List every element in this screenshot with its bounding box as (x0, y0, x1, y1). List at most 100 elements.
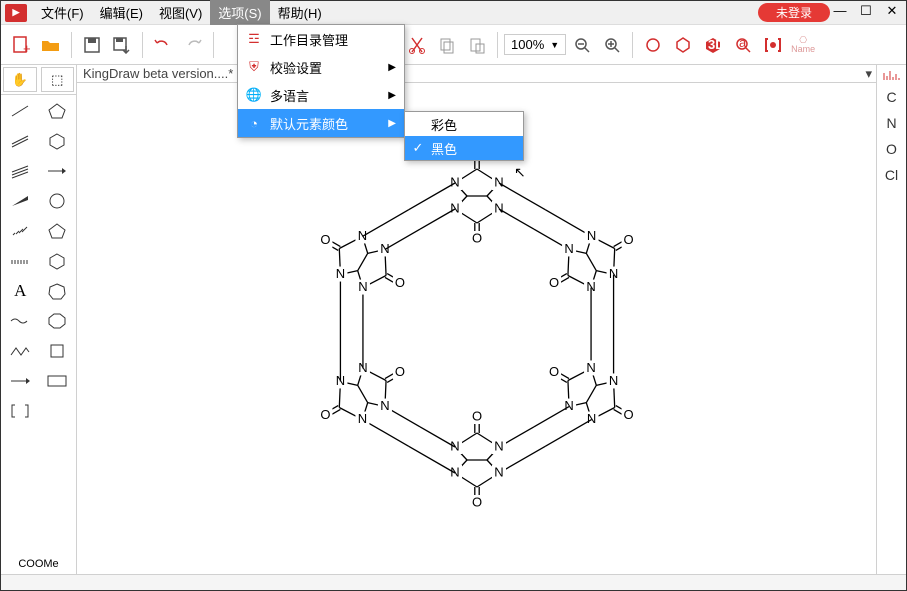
hexagon-tool[interactable] (40, 127, 75, 155)
palette-icon: ◔ (246, 115, 262, 131)
hexagon-tool-2[interactable] (40, 247, 75, 275)
svg-text:N: N (587, 228, 596, 243)
dd-label: 校验设置 (270, 58, 322, 77)
svg-text:N: N (494, 464, 503, 479)
hand-tool[interactable]: ✋ (3, 67, 37, 92)
ring-button[interactable] (639, 31, 667, 59)
molecule-structure: NNNNOONNNNOONNNNOONNNNOONNNNOONNNNOO (207, 113, 727, 573)
svg-text:N: N (358, 279, 367, 294)
template-label[interactable]: COOMe (1, 554, 76, 574)
wave-tool[interactable] (3, 307, 38, 335)
sm-color[interactable]: 彩色 (405, 112, 523, 136)
svg-text:N: N (450, 464, 459, 479)
open-file-button[interactable] (37, 31, 65, 59)
octagon-tool[interactable] (40, 307, 75, 335)
svg-text:+: + (23, 41, 31, 55)
dd-default-color[interactable]: ◔ 默认元素颜色 ▶ (238, 109, 404, 137)
hatched-bond-tool[interactable] (3, 247, 38, 275)
wedge-tool[interactable] (3, 187, 38, 215)
zoom-select[interactable]: 100% ▼ (504, 34, 566, 55)
double-line-tool[interactable] (3, 127, 38, 155)
menu-edit[interactable]: 编辑(E) (92, 0, 151, 25)
menu-file[interactable]: 文件(F) (33, 0, 92, 25)
save-as-button[interactable] (108, 31, 136, 59)
cut-button[interactable] (403, 31, 431, 59)
menubar: ▶ 文件(F) 编辑(E) 视图(V) 选项(S) 帮助(H) 未登录 — ☐ … (1, 1, 906, 25)
color-submenu: 彩色 ✓ 黑色 (404, 111, 524, 161)
text-tool[interactable]: A (3, 277, 38, 305)
pentagon-tool-2[interactable] (40, 217, 75, 245)
circle-tool[interactable] (40, 187, 75, 215)
submenu-arrow-icon: ▶ (388, 118, 396, 129)
hex-button[interactable] (669, 31, 697, 59)
paste-button[interactable] (463, 31, 491, 59)
arrow-tool[interactable] (40, 157, 75, 185)
dd-validation[interactable]: ⛨ 校验设置 ▶ (238, 53, 404, 81)
maximize-button[interactable]: ☐ (858, 3, 874, 19)
name-button[interactable]: ⎔Name (789, 31, 817, 59)
sm-black[interactable]: ✓ 黑色 (405, 136, 523, 160)
menu-view[interactable]: 视图(V) (151, 0, 210, 25)
redo-button[interactable] (179, 31, 207, 59)
svg-text:O: O (623, 407, 633, 422)
svg-text:O: O (472, 494, 482, 509)
svg-text:N: N (336, 266, 345, 281)
svg-text:N: N (380, 241, 389, 256)
element-o[interactable]: O (880, 137, 904, 161)
minimize-button[interactable]: — (832, 3, 848, 19)
dd-label: 多语言 (270, 86, 309, 105)
submenu-arrow-icon: ▶ (388, 62, 396, 73)
new-file-button[interactable]: + (7, 31, 35, 59)
brackets-button[interactable] (759, 31, 787, 59)
check-icon: ✓ (411, 140, 425, 156)
window-controls: — ☐ ✕ (832, 3, 900, 19)
dd-label: 工作目录管理 (270, 30, 348, 49)
svg-text:N: N (494, 200, 503, 215)
svg-text:O: O (623, 232, 633, 247)
dd-label: 默认元素颜色 (270, 114, 348, 133)
svg-text:O: O (549, 364, 559, 379)
spectrum-icon[interactable] (880, 67, 904, 83)
svg-text:O: O (395, 275, 405, 290)
undo-button[interactable] (149, 31, 177, 59)
bracket-tool[interactable] (3, 397, 38, 425)
hash-bond-tool[interactable] (3, 217, 38, 245)
svg-text:N: N (450, 438, 459, 453)
tab-title[interactable]: KingDraw beta version....* (83, 66, 233, 81)
heptagon-tool[interactable] (40, 277, 75, 305)
svg-text:O: O (395, 364, 405, 379)
globe-icon: 🌐 (246, 87, 262, 103)
element-cl[interactable]: Cl (880, 163, 904, 187)
dd-language[interactable]: 🌐 多语言 ▶ (238, 81, 404, 109)
close-button[interactable]: ✕ (884, 3, 900, 19)
svg-text:O: O (472, 230, 482, 245)
login-button[interactable]: 未登录 (758, 3, 830, 22)
3d-button[interactable]: 3D (699, 31, 727, 59)
svg-text:O: O (549, 275, 559, 290)
canvas-tab-bar: KingDraw beta version....* ▾ (77, 65, 876, 83)
element-n[interactable]: N (880, 111, 904, 135)
copy-button[interactable] (433, 31, 461, 59)
square-tool[interactable] (40, 337, 75, 365)
svg-text:O: O (320, 407, 330, 422)
svg-text:N: N (494, 438, 503, 453)
triple-line-tool[interactable] (3, 157, 38, 185)
tab-dropdown-icon[interactable]: ▾ (865, 66, 872, 82)
zoom-in-button[interactable] (598, 31, 626, 59)
save-button[interactable] (78, 31, 106, 59)
chain-tool[interactable] (3, 337, 38, 365)
search-structure-button[interactable]: a (729, 31, 757, 59)
svg-text:N: N (358, 228, 367, 243)
svg-text:N: N (380, 398, 389, 413)
select-tool[interactable]: ⬚ (41, 67, 75, 92)
menu-help[interactable]: 帮助(H) (270, 0, 330, 25)
zoom-out-button[interactable] (568, 31, 596, 59)
line-tool[interactable] (3, 97, 38, 125)
rectangle-tool[interactable] (40, 367, 75, 395)
dd-workdir[interactable]: ☲ 工作目录管理 (238, 25, 404, 53)
menu-options[interactable]: 选项(S) (210, 0, 269, 25)
list-icon: ☲ (246, 31, 262, 47)
element-c[interactable]: C (880, 85, 904, 109)
reaction-arrow-tool[interactable] (3, 367, 38, 395)
pentagon-tool[interactable] (40, 97, 75, 125)
